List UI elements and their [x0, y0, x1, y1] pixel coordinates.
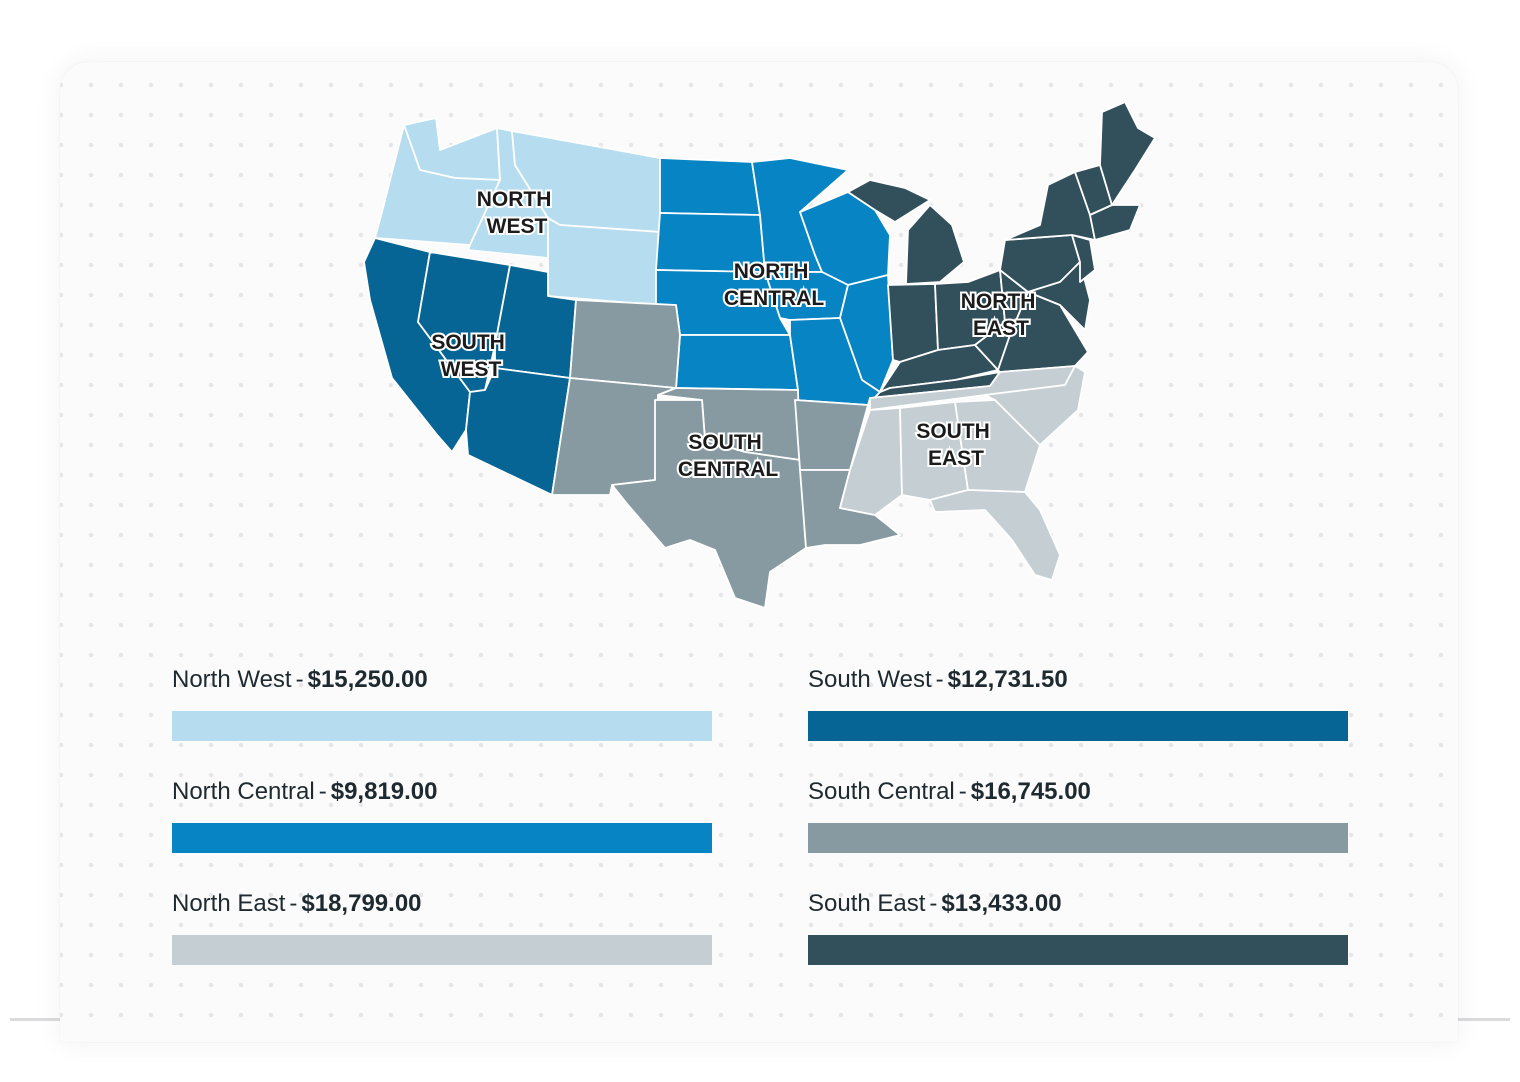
legend-region-name: North West: [172, 666, 292, 693]
state-wyoming: [547, 217, 661, 306]
legend-region-name: North East: [172, 890, 286, 917]
legend-bar: [172, 711, 712, 741]
region-sales-card: NORTH WEST NORTH CENTRAL NORTH EAST SOUT…: [60, 62, 1458, 1042]
legend-label: North West - $15,250.00: [172, 665, 712, 695]
legend-region-name: South Central: [808, 778, 955, 805]
region-north-west[interactable]: [374, 117, 661, 306]
legend-item-north-west: North West - $15,250.00: [172, 665, 712, 741]
state-massachusetts-ct-ri: [1089, 204, 1141, 241]
state-michigan-lower: [905, 204, 965, 285]
state-michigan-upper: [847, 179, 931, 223]
us-region-map: NORTH WEST NORTH CENTRAL NORTH EAST SOUT…: [363, 101, 1156, 609]
legend-amount: $13,433.00: [941, 890, 1062, 917]
legend-bar: [172, 935, 712, 965]
legend-separator: -: [318, 778, 327, 805]
state-indiana: [887, 283, 939, 363]
region-north-east[interactable]: [847, 101, 1156, 406]
legend-label: South Central - $16,745.00: [808, 777, 1348, 807]
legend-region-name: South West: [808, 666, 932, 693]
state-carolinas: [984, 365, 1086, 446]
legend-item-south-central: South Central - $16,745.00: [808, 777, 1348, 853]
state-north-dakota: [659, 157, 761, 216]
legend-separator: -: [295, 666, 304, 693]
legend-item-north-central: North Central - $9,819.00: [172, 777, 712, 853]
legend-bar: [808, 935, 1348, 965]
region-north-central[interactable]: [655, 157, 894, 406]
label-south-west: SOUTH WEST: [431, 331, 510, 381]
legend-amount: $15,250.00: [307, 666, 428, 693]
legend-amount: $12,731.50: [947, 666, 1068, 693]
legend-label: South East - $13,433.00: [808, 889, 1348, 919]
legend-amount: $18,799.00: [301, 890, 422, 917]
state-maine: [1099, 101, 1156, 206]
legend-item-north-east: North East - $18,799.00: [172, 889, 712, 965]
legend-bar: [808, 711, 1348, 741]
label-south-central: SOUTH CENTRAL: [678, 431, 778, 481]
state-colorado: [569, 299, 681, 389]
legend-item-south-east: South East - $13,433.00: [808, 889, 1348, 965]
label-south-east: SOUTH EAST: [916, 420, 995, 470]
state-maryland-delaware: [1027, 261, 1091, 331]
legend-region-name: South East: [808, 890, 926, 917]
state-georgia: [954, 399, 1041, 493]
legend-label: North Central - $9,819.00: [172, 777, 712, 807]
label-north-east: NORTH EAST: [961, 290, 1042, 340]
state-florida: [929, 489, 1061, 581]
legend-separator: -: [935, 666, 944, 693]
region-south-west[interactable]: [363, 237, 577, 496]
legend-separator: -: [929, 890, 938, 917]
region-south-central[interactable]: [551, 299, 901, 609]
label-north-west: NORTH WEST: [477, 188, 558, 238]
label-north-central: NORTH CENTRAL: [724, 260, 824, 310]
legend-bar: [808, 823, 1348, 853]
state-kansas: [675, 334, 799, 391]
legend-label: South West - $12,731.50: [808, 665, 1348, 695]
legend-region-name: North Central: [172, 778, 315, 805]
legend-amount: $16,745.00: [970, 778, 1091, 805]
legend-bar: [172, 823, 712, 853]
legend-separator: -: [289, 890, 298, 917]
legend-label: North East - $18,799.00: [172, 889, 712, 919]
legend-item-south-west: South West - $12,731.50: [808, 665, 1348, 741]
legend-amount: $9,819.00: [330, 778, 438, 805]
state-texas: [611, 399, 807, 609]
legend-separator: -: [958, 778, 967, 805]
region-south-east[interactable]: [839, 365, 1086, 581]
